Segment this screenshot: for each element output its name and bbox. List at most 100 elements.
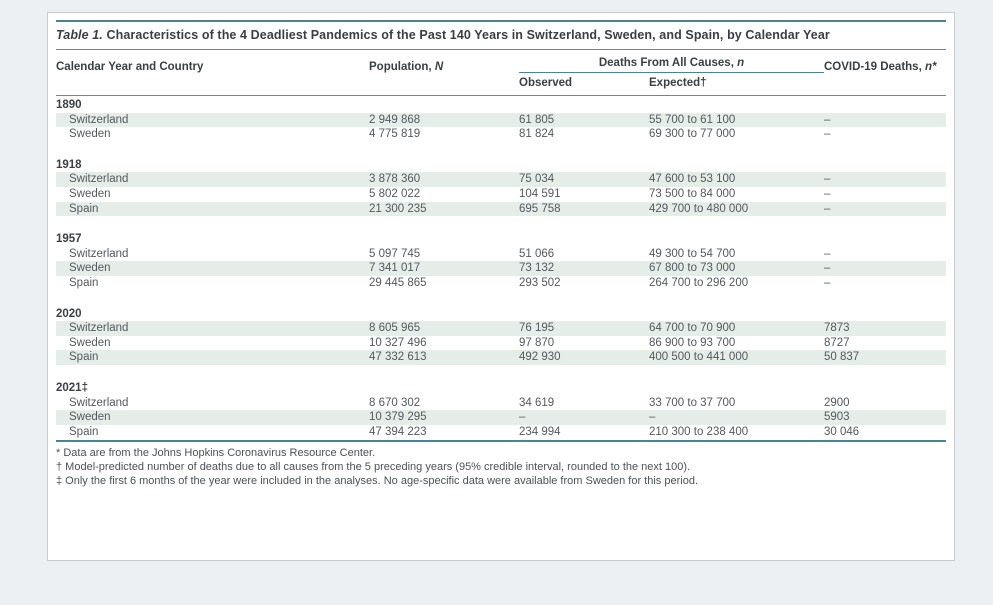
cell-population: 10 379 295 (369, 411, 427, 424)
cell-population: 47 394 223 (369, 425, 427, 438)
cell-covid: 5903 (824, 411, 850, 424)
header-expected: Expected† (649, 77, 707, 89)
cell-covid: – (824, 173, 831, 186)
cell-covid: 7873 (824, 322, 850, 335)
cell-country: Switzerland (69, 322, 129, 335)
header-deaths-group: Deaths From All Causes, n (519, 57, 824, 73)
country-row: Spain 21 300 235 695 758 429 700 to 480 000… (56, 201, 946, 217)
table-card: Table 1. Characteristics of the 4 Deadli… (47, 12, 955, 561)
year-row: 1957 (56, 232, 946, 247)
cell-covid: – (824, 262, 831, 275)
cell-expected: 64 700 to 70 900 (649, 322, 736, 335)
table-title: Table 1. Characteristics of the 4 Deadli… (56, 28, 946, 43)
cell-observed: 75 034 (519, 173, 555, 186)
country-row: Switzerland 8 670 302 34 619 33 700 to 37 7… (56, 396, 946, 411)
section-spacer (56, 291, 946, 305)
cell-covid: 50 837 (824, 351, 860, 364)
cell-empty (519, 98, 649, 113)
country-row: Sweden 5 802 022 104 591 73 500 to 84 000 – (56, 187, 946, 202)
cell-country: Switzerland (69, 113, 129, 126)
cell-expected: 400 500 to 441 000 (649, 351, 749, 364)
header-population: Population, N (369, 61, 444, 73)
cell-country: Sweden (69, 187, 111, 200)
cell-empty (369, 98, 519, 113)
cell-country: Sweden (69, 128, 111, 141)
country-row: Spain 47 394 223 234 994 210 300 to 238 400… (56, 425, 946, 440)
section-spacer (56, 142, 946, 156)
cell-year: 1957 (56, 233, 82, 246)
cell-observed: 234 994 (519, 425, 561, 438)
table-header-group-row: Calendar Year and Country Population, N … (56, 50, 946, 73)
cell-covid: – (824, 187, 831, 200)
year-row: 2021‡ (56, 381, 946, 396)
cell-empty (649, 307, 824, 322)
cell-population: 3 878 360 (369, 173, 421, 186)
country-row: Switzerland 5 097 745 51 066 49 300 to 54 7… (56, 247, 946, 262)
footnote-line: † Model-predicted number of deaths due t… (56, 461, 691, 474)
cell-empty (824, 381, 946, 396)
country-row: Switzerland 3 878 360 75 034 47 600 to 53 1… (56, 172, 946, 187)
cell-empty (824, 307, 946, 322)
cell-empty (519, 158, 649, 173)
cell-expected: 49 300 to 54 700 (649, 247, 736, 260)
year-row: 2020 (56, 307, 946, 322)
cell-observed: 73 132 (519, 262, 555, 275)
title-divider (56, 49, 946, 50)
year-row: 1918 (56, 158, 946, 173)
table-bottom-rule (56, 440, 946, 443)
cell-country: Sweden (69, 336, 111, 349)
cell-expected: 429 700 to 480 000 (649, 202, 749, 215)
cell-country: Switzerland (69, 173, 129, 186)
cell-observed: 61 805 (519, 113, 555, 126)
cell-observed: 695 758 (519, 202, 561, 215)
cell-empty (519, 381, 649, 396)
cell-expected: 55 700 to 61 100 (649, 113, 736, 126)
cell-population: 4 775 819 (369, 128, 421, 141)
cell-covid: – (824, 113, 831, 126)
footnote-line: ‡ Only the first 6 months of the year we… (56, 475, 699, 488)
section-spacer (56, 365, 946, 379)
footnote-line: * Data are from the Johns Hopkins Corona… (56, 447, 376, 460)
cell-country: Switzerland (69, 247, 129, 260)
cell-observed: – (519, 411, 526, 424)
cell-country: Switzerland (69, 396, 129, 409)
cell-covid: 30 046 (824, 425, 860, 438)
cell-population: 29 445 865 (369, 276, 427, 289)
cell-country: Sweden (69, 411, 111, 424)
cell-observed: 81 824 (519, 128, 555, 141)
cell-population: 8 605 965 (369, 322, 421, 335)
header-calendar-year-country: Calendar Year and Country (56, 61, 204, 73)
header-covid-deaths: COVID-19 Deaths, n* (824, 61, 937, 73)
cell-expected: 86 900 to 93 700 (649, 336, 736, 349)
cell-observed: 97 870 (519, 336, 555, 349)
cell-empty (369, 158, 519, 173)
cell-covid: – (824, 247, 831, 260)
cell-empty (824, 158, 946, 173)
cell-empty (824, 232, 946, 247)
country-row: Sweden 7 341 017 73 132 67 800 to 73 000 – (56, 261, 946, 276)
cell-covid: – (824, 202, 831, 215)
cell-observed: 76 195 (519, 322, 555, 335)
header-divider (56, 95, 946, 96)
cell-country: Spain (69, 276, 99, 289)
country-row: Switzerland 2 949 868 61 805 55 700 to 61 1… (56, 112, 946, 128)
cell-expected: – (649, 411, 656, 424)
country-row: Spain 29 445 865 293 502 264 700 to 296 200… (56, 276, 946, 291)
cell-observed: 34 619 (519, 396, 555, 409)
table-body: 1890 Switzerland 2 949 868 61 805 55 700 to … (56, 98, 946, 439)
cell-covid: – (824, 128, 831, 141)
country-row: Switzerland 8 605 965 76 195 64 700 to 70 9… (56, 321, 946, 336)
cell-empty (649, 158, 824, 173)
section-spacer (56, 216, 946, 230)
cell-observed: 492 930 (519, 351, 561, 364)
cell-empty (369, 307, 519, 322)
country-row: Sweden 10 379 295 – – 5903 (56, 410, 946, 425)
cell-year: 2021‡ (56, 381, 88, 394)
cell-empty (824, 98, 946, 113)
table-number-label: Table 1. (56, 28, 103, 42)
cell-year: 1918 (56, 158, 82, 171)
cell-empty (519, 232, 649, 247)
cell-empty (649, 232, 824, 247)
footnotes: * Data are from the Johns Hopkins Corona… (56, 442, 946, 488)
cell-empty (649, 98, 824, 113)
